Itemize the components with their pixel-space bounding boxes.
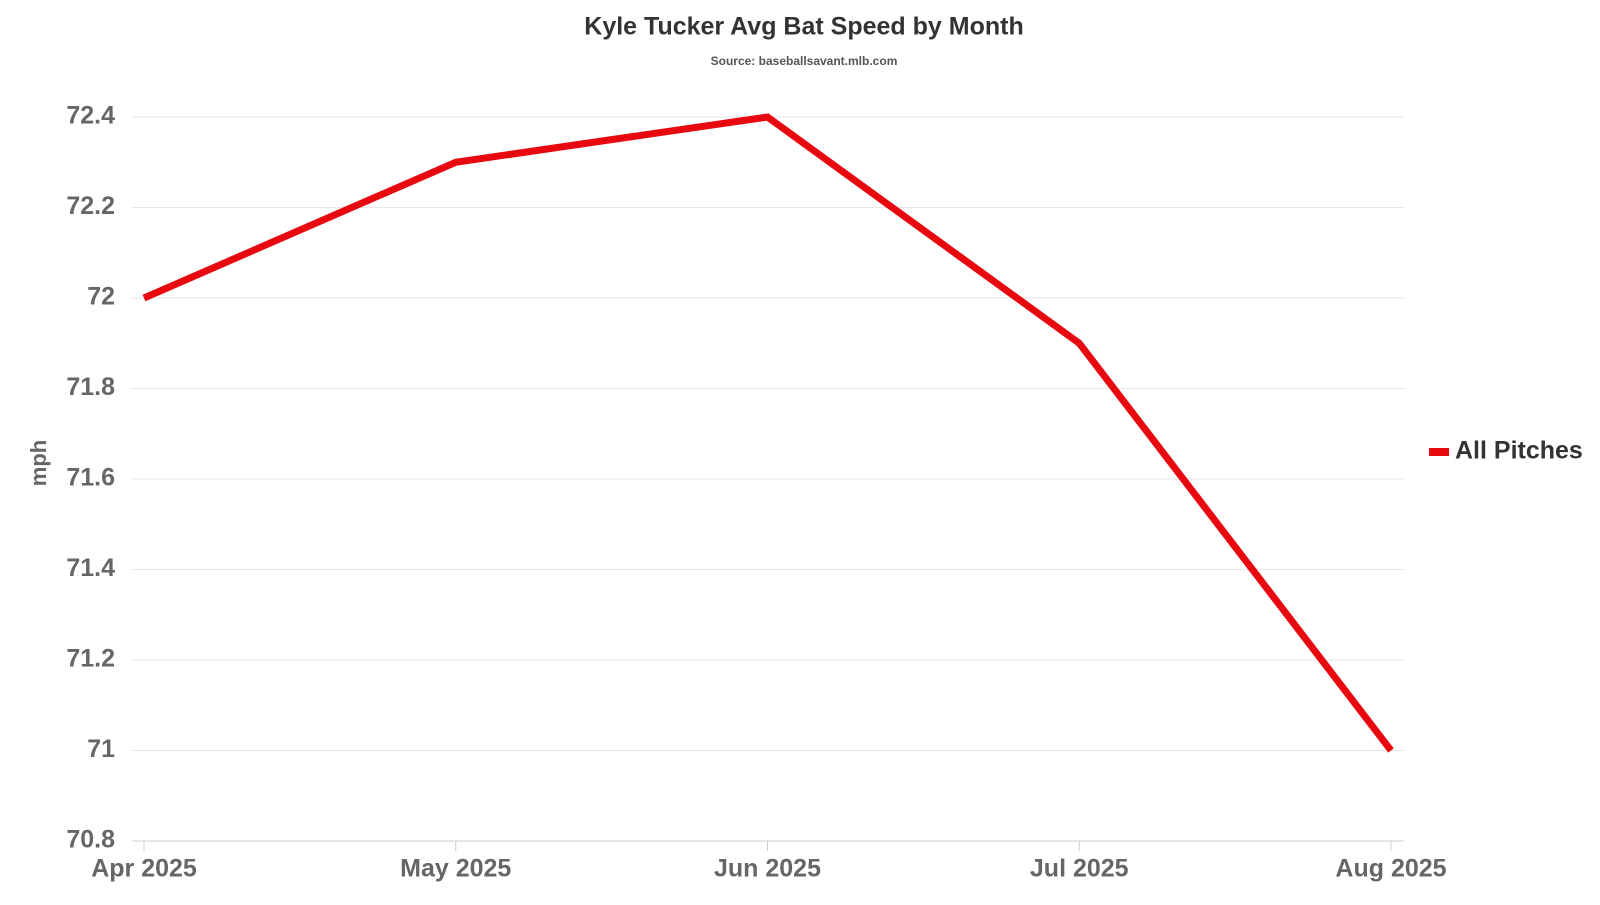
y-tick-label: 71.8 <box>66 373 115 401</box>
x-tick-label: Jun 2025 <box>714 855 821 883</box>
data-line <box>142 113 1394 753</box>
x-tick-label: Apr 2025 <box>91 855 197 883</box>
y-tick-label: 71 <box>87 735 115 763</box>
chart-title: Kyle Tucker Avg Bat Speed by Month <box>584 13 1023 41</box>
y-tick-label: 71.2 <box>66 645 115 673</box>
y-tick-label: 71.4 <box>66 554 115 582</box>
x-tick-label: Aug 2025 <box>1335 855 1446 883</box>
y-tick-label: 72.4 <box>66 102 115 130</box>
x-tick-label: Jul 2025 <box>1030 855 1129 883</box>
legend-swatch <box>1429 448 1449 456</box>
y-tick-label: 72 <box>87 283 115 311</box>
chart-subtitle: Source: baseballsavant.mlb.com <box>711 54 898 68</box>
legend-label: All Pitches <box>1455 437 1583 465</box>
y-tick-label: 71.6 <box>66 464 115 492</box>
y-tick-label: 70.8 <box>66 826 115 854</box>
x-tick-label: May 2025 <box>400 855 511 883</box>
y-tick-label: 72.2 <box>66 192 115 220</box>
y-axis-label: mph <box>26 440 51 486</box>
